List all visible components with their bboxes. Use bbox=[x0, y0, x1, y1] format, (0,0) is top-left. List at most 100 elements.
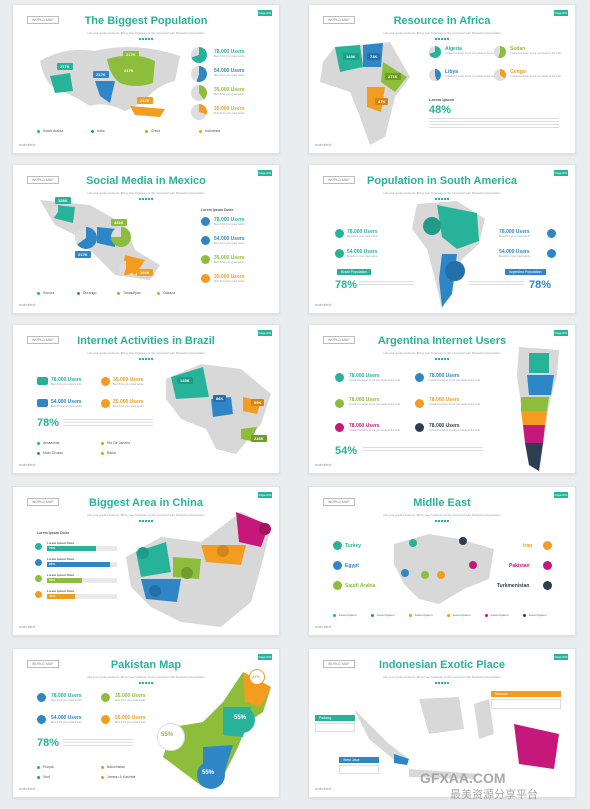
region-icon bbox=[137, 547, 149, 559]
brazil-map bbox=[166, 364, 271, 454]
map-pin: 217K bbox=[75, 251, 91, 258]
legend-item: China bbox=[145, 129, 160, 133]
pie-icon bbox=[119, 261, 133, 275]
legend-item: South Arabia bbox=[37, 129, 63, 133]
slide-subtitle: just your great solutions. Bring your bu… bbox=[87, 191, 205, 195]
leaf-icon bbox=[35, 575, 42, 582]
legend-item: Lorem Ipsum bbox=[447, 613, 471, 617]
circle-label: 47% bbox=[252, 674, 261, 679]
brand-logo: unlimited bbox=[315, 462, 332, 467]
page-number: Page 001 bbox=[258, 330, 272, 336]
slide-title: Internet Activities in Brazil bbox=[77, 335, 215, 347]
gear-icon bbox=[101, 399, 110, 408]
place-text bbox=[339, 765, 379, 774]
facebook-icon[interactable] bbox=[37, 715, 46, 724]
watermark-tagline: 最美资源分享平台 bbox=[450, 789, 538, 801]
users-icon bbox=[335, 373, 344, 382]
legend-item: Sonora bbox=[37, 291, 54, 295]
divider-dots bbox=[139, 38, 153, 40]
twitter-icon[interactable] bbox=[37, 693, 46, 702]
body-text bbox=[469, 281, 524, 287]
body-text bbox=[359, 281, 414, 287]
legend-item: Jammu & Kashmir bbox=[101, 775, 136, 779]
map-pin: 47K bbox=[375, 98, 389, 105]
slide-resource-africa[interactable]: WORLD MAP Page 001 Resource in Africa ju… bbox=[308, 4, 576, 154]
slide-subtitle: just your great solutions. Bring your bu… bbox=[383, 191, 501, 195]
map-pin: 271K bbox=[385, 73, 401, 80]
gear-icon bbox=[101, 377, 110, 386]
stat-value: 78.000 Users Best fit for your great word… bbox=[51, 693, 82, 702]
stat-value: 78.000 Users It would be better to put yo… bbox=[349, 373, 400, 382]
stat-value: 54.000 Users Best fit for your great word… bbox=[51, 715, 82, 724]
legend-item: Tamaulipas bbox=[117, 291, 141, 295]
map-pin: 125K bbox=[177, 377, 193, 384]
stat-value: 78.000 Users It would be better to put yo… bbox=[429, 397, 480, 406]
map-pin: 217K bbox=[121, 67, 137, 74]
congo-icon bbox=[494, 69, 506, 81]
world-map-tag: WORLD MAP bbox=[323, 336, 355, 344]
slide-argentina-internet[interactable]: WORLD MAP Page 001 Argentina Internet Us… bbox=[308, 324, 576, 474]
progress-bar: 70% bbox=[47, 546, 117, 551]
facebook-icon[interactable] bbox=[201, 236, 210, 245]
south-america-map bbox=[412, 201, 485, 309]
drop-icon bbox=[35, 591, 42, 598]
item-congo: Congo It would be better to put your idea… bbox=[510, 69, 561, 78]
bar-label: Lorem Ipsum Dolor bbox=[47, 557, 75, 561]
flag-icon bbox=[543, 541, 552, 550]
libya-icon bbox=[429, 69, 441, 81]
pinterest-icon[interactable] bbox=[101, 693, 110, 702]
slide-pakistan-map[interactable]: WORLD MAP Page 001 Pakistan Map just you… bbox=[12, 648, 280, 798]
pinterest-icon[interactable] bbox=[201, 255, 210, 264]
map-marker-icon bbox=[421, 571, 429, 579]
slide-biggest-population[interactable]: WORLD MAP Page 001 The Biggest Populatio… bbox=[12, 4, 280, 154]
slide-biggest-area-china[interactable]: WORLD MAP Page 001 Biggest Area in China… bbox=[12, 486, 280, 636]
progress-fill: 40% bbox=[47, 594, 75, 599]
slide-middle-east[interactable]: WORLD MAP Page 001 Midlle East just your… bbox=[308, 486, 576, 636]
section-heading: Lorem Ipsum Dolor bbox=[201, 208, 234, 212]
linkedin-icon[interactable] bbox=[201, 274, 210, 283]
slide-title: Indonesian Exotic Place bbox=[379, 659, 505, 671]
country-label: Saudi Arabia bbox=[345, 583, 376, 589]
world-map-tag: WORLD MAP bbox=[323, 176, 355, 184]
divider-dots bbox=[139, 682, 153, 684]
stat-value: 54.000 Users Benefit for your great words bbox=[347, 249, 378, 258]
cloud-icon bbox=[35, 559, 42, 566]
legend-item: Oaxaca bbox=[157, 291, 175, 295]
slide-indonesian-exotic-place[interactable]: WORLD MAP Page 001 Indonesian Exotic Pla… bbox=[308, 648, 576, 798]
slide-social-media-mexico[interactable]: WORLD MAP Page 001 Social Media in Mexic… bbox=[12, 164, 280, 314]
map-pin: 217K bbox=[93, 71, 109, 78]
stat-value: 78.000 Users Best fit for your great word… bbox=[214, 217, 245, 226]
users-icon bbox=[415, 423, 424, 432]
lorem-heading: Lorem Ipsum bbox=[429, 97, 455, 102]
slide-subtitle: just your great solutions. Bring your bu… bbox=[383, 513, 501, 517]
users-icon bbox=[415, 373, 424, 382]
region-icon bbox=[149, 585, 161, 597]
page-number: Page 001 bbox=[554, 492, 568, 498]
middle-east-map bbox=[394, 534, 494, 604]
linkedin-icon[interactable] bbox=[101, 715, 110, 724]
map-pin: 89K bbox=[251, 399, 265, 406]
indonesia-map bbox=[354, 697, 559, 779]
africa-map bbox=[320, 42, 410, 145]
pie-icon bbox=[75, 227, 97, 249]
percent-value: 78% bbox=[37, 737, 60, 749]
slide-internet-brazil[interactable]: WORLD MAP Page 001 Internet Activities i… bbox=[12, 324, 280, 474]
map-pin: 217K bbox=[57, 63, 73, 70]
percent-value: 78% bbox=[529, 279, 552, 291]
map-pin: 186K bbox=[137, 269, 153, 276]
slide-subtitle: just your great solutions. Bring your bu… bbox=[87, 351, 205, 355]
slide-title: Population in South America bbox=[367, 175, 517, 187]
percent-value: 78% bbox=[335, 279, 358, 291]
brazil-circle bbox=[423, 217, 441, 235]
twitter-icon[interactable] bbox=[201, 217, 210, 226]
users-icon bbox=[37, 399, 48, 407]
slide-title: Social Media in Mexico bbox=[86, 175, 206, 187]
brazil-population-label: Brazil Population bbox=[337, 269, 372, 275]
slide-subtitle: just your great solutions. Bring your bu… bbox=[383, 675, 501, 679]
percent-circle bbox=[197, 761, 225, 789]
percent-circle bbox=[249, 669, 265, 685]
slide-population-south-america[interactable]: WORLD MAP Page 001 Population in South A… bbox=[308, 164, 576, 314]
legend-item: Lorem Ipsum bbox=[409, 613, 433, 617]
legend-item: Lorem Ipsum bbox=[333, 613, 357, 617]
map-pin: 216K bbox=[251, 435, 267, 442]
